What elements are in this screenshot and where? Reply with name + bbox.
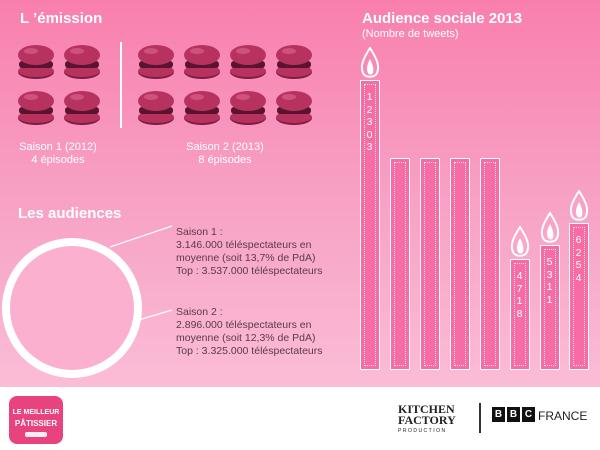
candle-bar-unlabeled-4	[480, 158, 500, 370]
season1-audience: Saison 1 : 3.146.000 téléspectateurs en …	[176, 226, 346, 278]
social-subtitle: (Nombre de tweets)	[362, 28, 459, 40]
candle-bar-3-flame	[540, 212, 560, 243]
logo-separator	[479, 403, 481, 433]
season2-macaron-2	[182, 42, 222, 80]
bbc-logo: B B C	[492, 407, 535, 422]
factory-word: FACTORY	[398, 413, 456, 427]
kitchen-factory-logo: KITCHEN FACTORY PRODUCTION	[398, 402, 456, 437]
season2-episodes: 8 épisodes	[198, 154, 252, 166]
candle-bar-unlabeled-2-stripe	[424, 162, 436, 366]
audience-pie	[2, 225, 173, 378]
season1-macaron-2	[62, 42, 102, 80]
season1-audience-line3: moyenne (soit 13,7% de PdA)	[176, 252, 316, 264]
svg-text:LE MEILLEUR: LE MEILLEUR	[13, 409, 60, 416]
production-word: PRODUCTION	[398, 428, 447, 434]
season1-macaron-1	[16, 42, 56, 80]
season2-audience-line3: moyenne (soit 12,3% de PdA)	[176, 332, 316, 344]
candle-bar-unlabeled-1-stripe	[394, 162, 406, 366]
candle-bar-3-stripe	[544, 249, 556, 366]
candle-bar-2-flame	[510, 226, 530, 257]
france-label: FRANCE	[538, 409, 588, 423]
candle-bar-2-stripe	[514, 263, 526, 366]
le-meilleur-patissier-logo: LE MEILLEUR PÂTISSIER	[9, 396, 63, 444]
season2-audience: Saison 2 : 2.896.000 téléspectateurs en …	[176, 306, 346, 358]
pie-pointer-season1	[109, 225, 173, 248]
candle-bar-4-stripe	[573, 227, 585, 366]
season1-label: Saison 1 (2012)	[19, 141, 97, 153]
candle-bar-unlabeled-3	[450, 158, 470, 370]
pie-disc	[10, 246, 134, 370]
season2-label: Saison 2 (2013)	[186, 141, 264, 153]
season1-audience-line1: Saison 1 :	[176, 226, 223, 238]
season1-caption: Saison 1 (2012) 4 épisodes	[6, 141, 110, 167]
candle-bar-1-stripe	[364, 84, 376, 366]
season2-macaron-6	[182, 88, 222, 126]
candle-bar-4-flame	[569, 190, 589, 221]
audiences-title: Les audiences	[18, 205, 122, 222]
svg-text:PÂTISSIER: PÂTISSIER	[15, 419, 57, 428]
season2-macaron-4	[274, 42, 314, 80]
bbc-letter-c: C	[522, 407, 535, 422]
season1-macaron-4	[62, 88, 102, 126]
candle-bar-1-flame	[360, 47, 380, 78]
season2-macaron-3	[228, 42, 268, 80]
season2-audience-line1: Saison 2 :	[176, 306, 223, 318]
season2-audience-line4: Top : 3.325.000 téléspectateurs	[176, 345, 323, 357]
social-title: Audience sociale 2013	[362, 10, 523, 27]
bbc-letter-b2: B	[507, 407, 520, 422]
emission-title: L ’émission	[20, 10, 103, 27]
pie-pointer-season2	[131, 309, 173, 323]
season1-macaron-3	[16, 88, 56, 126]
season1-audience-line2: 3.146.000 téléspectateurs en	[176, 239, 312, 251]
kitchen-word: KITCHEN	[398, 402, 455, 416]
candle-bar-unlabeled-1	[390, 158, 410, 370]
season2-caption: Saison 2 (2013) 8 épisodes	[160, 141, 290, 167]
candle-bar-unlabeled-4-stripe	[484, 162, 496, 366]
candle-bar-unlabeled-2	[420, 158, 440, 370]
season2-audience-line2: 2.896.000 téléspectateurs en	[176, 319, 312, 331]
season2-macaron-5	[136, 88, 176, 126]
bbc-letter-b1: B	[492, 407, 505, 422]
season2-macaron-8	[274, 88, 314, 126]
season2-macaron-1	[136, 42, 176, 80]
season-divider	[120, 42, 122, 128]
season1-episodes: 4 épisodes	[31, 154, 85, 166]
candle-bar-unlabeled-3-stripe	[454, 162, 466, 366]
season1-audience-line4: Top : 3.537.000 téléspectateurs	[176, 265, 323, 277]
season2-macaron-7	[228, 88, 268, 126]
